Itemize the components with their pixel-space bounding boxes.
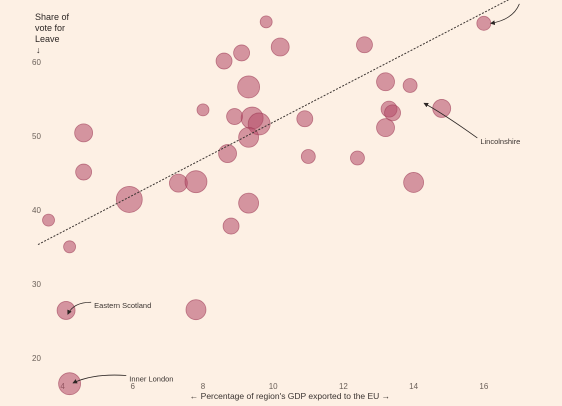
annotation-arrow: [67, 301, 92, 315]
data-point: [196, 103, 210, 117]
data-point: [350, 150, 365, 166]
annotation-arrow: [423, 102, 478, 139]
annotation-label: Lincolnshire: [480, 137, 520, 146]
data-point: [403, 172, 425, 193]
data-point: [63, 240, 76, 254]
data-point: [75, 163, 93, 181]
x-tick-label: 12: [339, 382, 348, 391]
y-tick-label: 40: [32, 206, 41, 215]
x-tick-label: 8: [201, 382, 206, 391]
x-axis-ticks: 46810121416: [60, 382, 488, 391]
data-point: [402, 78, 418, 93]
data-point: [58, 372, 81, 396]
data-point: [222, 217, 240, 235]
data-point: [376, 72, 395, 92]
data-point: [238, 192, 260, 214]
annotation-arrow: [72, 374, 127, 384]
data-point: [356, 36, 373, 54]
y-axis-label-line-3: Leave: [35, 34, 60, 44]
x-axis-label: ← Percentage of region's GDP exported to…: [190, 391, 390, 401]
data-point: [184, 170, 208, 194]
data-point: [233, 44, 251, 62]
y-tick-label: 50: [32, 132, 41, 141]
annotation-label: Inner London: [129, 374, 173, 383]
x-tick-label: 10: [269, 382, 278, 391]
data-point: [115, 186, 143, 213]
x-tick-label: 16: [479, 382, 488, 391]
trend-line: [37, 0, 510, 246]
data-point: [259, 15, 273, 29]
data-point: [56, 301, 76, 320]
data-point: [432, 99, 452, 118]
y-tick-label: 20: [32, 354, 41, 363]
annotations: East Yorks & North Lincs Lincolnshire East…: [67, 0, 543, 384]
annotation-label: Eastern Scotland: [94, 301, 151, 310]
data-point: [300, 149, 316, 164]
y-axis-ticks: 20 30 40 50 60: [32, 58, 41, 363]
data-point: [476, 15, 492, 31]
data-point: [270, 37, 290, 57]
y-tick-label: 30: [32, 280, 41, 289]
y-axis-label-line-2: vote for: [35, 23, 65, 33]
data-point: [74, 123, 94, 143]
x-tick-label: 6: [131, 382, 136, 391]
bubble-series: [42, 15, 492, 396]
data-point: [215, 52, 233, 70]
data-point: [218, 144, 237, 163]
y-axis-label-line-1: Share of: [35, 12, 70, 22]
data-point: [226, 108, 243, 125]
annotation-arrow: [490, 3, 520, 26]
data-point: [384, 104, 401, 122]
data-point: [238, 126, 260, 148]
data-point: [42, 213, 55, 227]
annotation-label: East Yorks & North Lincs: [460, 0, 543, 1]
data-point: [185, 299, 207, 321]
data-point: [376, 118, 395, 138]
y-tick-label: 60: [32, 58, 41, 67]
x-tick-label: 14: [409, 382, 418, 391]
data-point: [237, 75, 261, 99]
y-axis-label-arrow: ↓: [36, 45, 41, 55]
data-point: [296, 110, 314, 128]
